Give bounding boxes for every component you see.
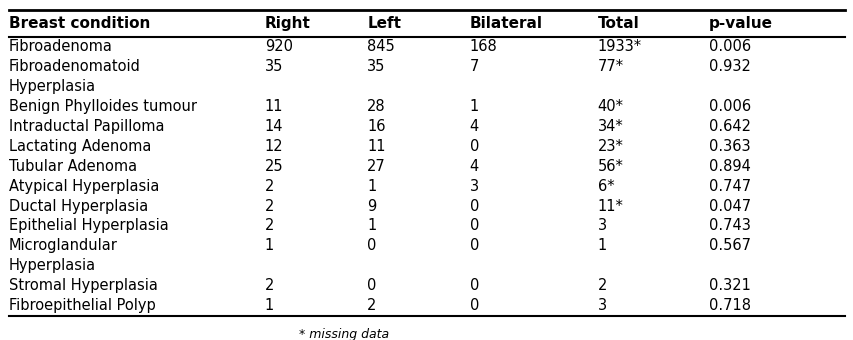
Text: Breast condition: Breast condition [9,16,150,31]
Text: 11*: 11* [597,199,623,214]
Text: Benign Phylloides tumour: Benign Phylloides tumour [9,99,196,114]
Text: 25: 25 [264,159,283,174]
Text: Intraductal Papilloma: Intraductal Papilloma [9,119,164,134]
Text: 4: 4 [469,159,479,174]
Text: 2: 2 [264,199,274,214]
Text: 2: 2 [264,219,274,234]
Text: 2: 2 [264,278,274,293]
Text: 14: 14 [264,119,283,134]
Text: 0.321: 0.321 [708,278,750,293]
Text: 0.932: 0.932 [708,59,750,74]
Text: 11: 11 [367,139,386,154]
Text: 0.363: 0.363 [708,139,750,154]
Text: Right: Right [264,16,310,31]
Text: 0.747: 0.747 [708,178,750,194]
Text: Atypical Hyperplasia: Atypical Hyperplasia [9,178,159,194]
Text: Total: Total [597,16,639,31]
Text: 0.743: 0.743 [708,219,750,234]
Text: 0: 0 [469,219,479,234]
Text: 1: 1 [469,99,479,114]
Text: Left: Left [367,16,401,31]
Text: 1: 1 [367,178,376,194]
Text: 0: 0 [469,278,479,293]
Text: 0: 0 [469,139,479,154]
Text: Fibroadenoma: Fibroadenoma [9,39,113,54]
Text: 35: 35 [264,59,283,74]
Text: 2: 2 [264,178,274,194]
Text: 16: 16 [367,119,386,134]
Text: 1: 1 [367,219,376,234]
Text: 2: 2 [367,298,376,313]
Text: 56*: 56* [597,159,623,174]
Text: 34*: 34* [597,119,623,134]
Text: p-value: p-value [708,16,772,31]
Text: 0.567: 0.567 [708,238,750,253]
Text: Epithelial Hyperplasia: Epithelial Hyperplasia [9,219,168,234]
Text: 920: 920 [264,39,293,54]
Text: 0.718: 0.718 [708,298,750,313]
Text: 0: 0 [367,238,376,253]
Text: 1: 1 [264,238,274,253]
Text: 3: 3 [597,219,606,234]
Text: 77*: 77* [597,59,624,74]
Text: 0.006: 0.006 [708,39,750,54]
Text: 1: 1 [264,298,274,313]
Text: 3: 3 [597,298,606,313]
Text: 0: 0 [469,199,479,214]
Text: 7: 7 [469,59,479,74]
Text: 0: 0 [469,298,479,313]
Text: Fibroepithelial Polyp: Fibroepithelial Polyp [9,298,155,313]
Text: 2: 2 [597,278,606,293]
Text: 0.006: 0.006 [708,99,750,114]
Text: 40*: 40* [597,99,623,114]
Text: Hyperplasia: Hyperplasia [9,258,96,273]
Text: 35: 35 [367,59,386,74]
Text: Lactating Adenoma: Lactating Adenoma [9,139,151,154]
Text: Microglandular: Microglandular [9,238,117,253]
Text: 845: 845 [367,39,394,54]
Text: 1: 1 [597,238,606,253]
Text: Fibroadenomatoid: Fibroadenomatoid [9,59,140,74]
Text: 6*: 6* [597,178,613,194]
Text: 0.642: 0.642 [708,119,750,134]
Text: Hyperplasia: Hyperplasia [9,79,96,94]
Text: Tubular Adenoma: Tubular Adenoma [9,159,136,174]
Text: 0.894: 0.894 [708,159,750,174]
Text: 12: 12 [264,139,283,154]
Text: 9: 9 [367,199,376,214]
Text: 23*: 23* [597,139,623,154]
Text: 0: 0 [469,238,479,253]
Text: Ductal Hyperplasia: Ductal Hyperplasia [9,199,148,214]
Text: 4: 4 [469,119,479,134]
Text: 3: 3 [469,178,479,194]
Text: Bilateral: Bilateral [469,16,542,31]
Text: 28: 28 [367,99,386,114]
Text: Stromal Hyperplasia: Stromal Hyperplasia [9,278,157,293]
Text: 27: 27 [367,159,386,174]
Text: 0: 0 [367,278,376,293]
Text: * missing data: * missing data [299,328,389,340]
Text: 11: 11 [264,99,283,114]
Text: 1933*: 1933* [597,39,641,54]
Text: 168: 168 [469,39,496,54]
Text: 0.047: 0.047 [708,199,750,214]
